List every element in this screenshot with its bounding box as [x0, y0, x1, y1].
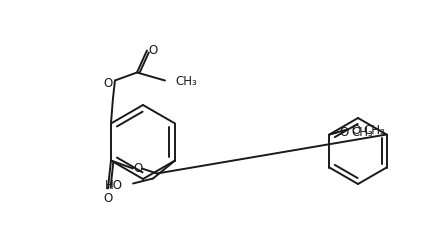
Text: CH₃: CH₃	[364, 123, 385, 137]
Text: O: O	[148, 44, 158, 57]
Text: CH₃: CH₃	[175, 75, 197, 88]
Text: HO: HO	[105, 178, 123, 191]
Text: O: O	[133, 161, 142, 174]
Text: CH₃: CH₃	[351, 125, 373, 138]
Text: O: O	[340, 125, 349, 138]
Text: O: O	[103, 191, 113, 204]
Text: O: O	[351, 123, 361, 137]
Text: O: O	[103, 77, 113, 90]
